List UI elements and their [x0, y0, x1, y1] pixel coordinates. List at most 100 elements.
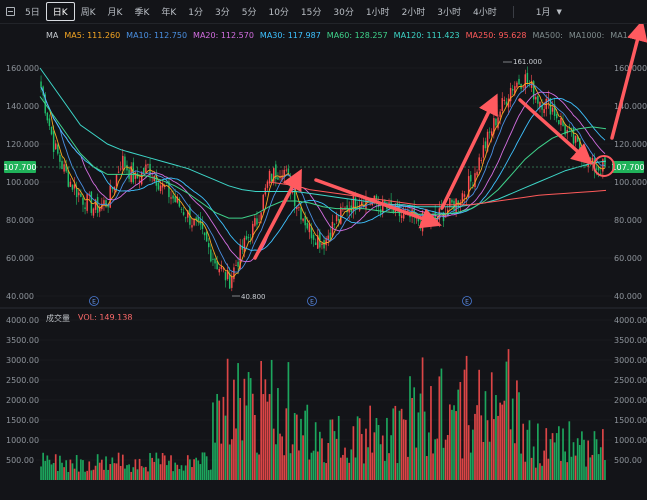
volume-bar [287, 362, 290, 480]
volume-bar [344, 447, 346, 480]
volume-bar [266, 401, 269, 480]
tab-interval-4[interactable]: 季K [134, 8, 150, 18]
volume-bar [474, 413, 476, 480]
volume-bar [237, 363, 239, 480]
volume-tick-l: 1500.00 [6, 416, 39, 425]
tab-interval-8[interactable]: 5分 [241, 8, 257, 18]
candle-body [78, 192, 80, 196]
candle-body [348, 208, 350, 213]
volume-bar [149, 453, 151, 480]
volume-bar [585, 466, 587, 480]
volume-bar [451, 409, 453, 480]
volume-bar [155, 452, 158, 480]
candle-body [539, 101, 541, 108]
volume-bar [430, 386, 432, 480]
event-marker-3[interactable]: E [462, 296, 472, 306]
tab-interval-12[interactable]: 1小时 [365, 8, 390, 18]
volume-bar [134, 459, 137, 480]
grid-lines [0, 67, 647, 461]
candle-body [501, 98, 503, 111]
volume-bar [197, 460, 200, 480]
tab-interval-13[interactable]: 2小时 [401, 8, 426, 18]
volume-bar [128, 464, 130, 480]
candle-body [570, 128, 573, 130]
volume-bar [388, 453, 390, 480]
volume-bar [337, 415, 340, 480]
volume-tick-r: 4000.00 [614, 316, 647, 325]
menu-icon[interactable] [6, 7, 15, 16]
volume-bar [138, 458, 141, 480]
candle-body [535, 97, 537, 100]
candle-body [107, 204, 109, 208]
volume-bar [356, 416, 359, 480]
volume-bar [392, 408, 395, 480]
tab-interval-11[interactable]: 30分 [333, 8, 354, 18]
tab-interval-1[interactable]: 日K [45, 2, 75, 21]
volume-bar [228, 444, 231, 480]
candle-body [453, 200, 455, 211]
event-marker-2[interactable]: E [307, 296, 317, 306]
volume-bar [161, 453, 164, 480]
volume-tick-l: 500.00 [6, 456, 34, 465]
volume-bar [595, 439, 598, 480]
volume-bar [367, 447, 369, 480]
volume-bar [65, 460, 68, 480]
volume-bar [381, 435, 384, 480]
volume-bar [363, 463, 365, 480]
volume-tick-l: 1000.00 [6, 436, 39, 445]
candle-body [172, 195, 174, 199]
tab-interval-0[interactable]: 5日 [25, 8, 40, 18]
volume-bar [455, 411, 457, 480]
tab-interval-3[interactable]: 月K [107, 8, 123, 18]
ma-legend: MA MA5: 111.260 MA10: 112.750 MA20: 112.57… [46, 31, 628, 40]
candle-body [220, 266, 223, 269]
interval-dropdown[interactable]: 1月 ▼ [530, 3, 568, 20]
volume-bar [505, 361, 508, 480]
ma120-line [39, 67, 607, 208]
volume-bar [390, 435, 392, 480]
volume-bar [553, 442, 556, 480]
volume-bar [467, 425, 470, 480]
candle-body [155, 173, 158, 186]
volume-bar [463, 369, 466, 480]
volume-bar [497, 415, 499, 480]
volume-bar [570, 456, 573, 480]
volume-bar [302, 435, 304, 480]
candle-body [474, 173, 476, 188]
volume-bar [396, 463, 399, 480]
candle-body [161, 183, 164, 188]
candle-body [241, 245, 244, 250]
candle-body [187, 210, 189, 218]
volume-bar [339, 457, 342, 480]
volume-bar [224, 415, 227, 480]
volume-bar [59, 455, 61, 480]
tab-interval-10[interactable]: 15分 [300, 8, 322, 18]
event-marker-1[interactable]: E [89, 296, 99, 306]
candle-body [302, 218, 304, 221]
candle-body [105, 200, 107, 207]
volume-bar [289, 453, 292, 480]
tab-interval-15[interactable]: 4小时 [473, 8, 497, 18]
tab-interval-2[interactable]: 周K [80, 8, 96, 18]
candle-body [392, 208, 394, 213]
candle-body [352, 195, 355, 212]
candle-body [212, 258, 214, 260]
volume-bar [254, 415, 256, 480]
candle-body [491, 131, 493, 136]
candle-body [509, 88, 512, 102]
tab-interval-5[interactable]: 年K [161, 8, 177, 18]
tab-interval-7[interactable]: 3分 [215, 8, 230, 18]
tab-interval-6[interactable]: 1分 [188, 8, 203, 18]
tab-interval-14[interactable]: 3小时 [437, 8, 462, 18]
volume-bar [247, 372, 250, 480]
volume-tick-r: 2500.00 [614, 376, 647, 385]
candle-body [67, 170, 70, 187]
tab-interval-9[interactable]: 10分 [268, 8, 289, 18]
volume-bar [222, 396, 225, 480]
candle-body [88, 195, 90, 196]
volume-tick-r: 2000.00 [614, 396, 647, 405]
candle-body [449, 197, 451, 207]
volume-bar [50, 464, 53, 480]
volume-bar [210, 469, 212, 480]
